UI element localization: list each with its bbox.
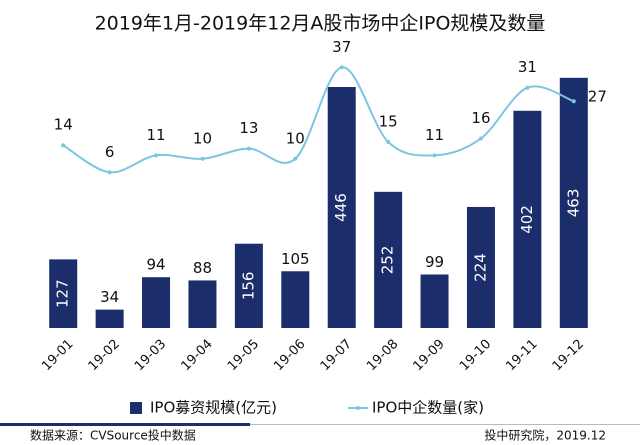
bar — [142, 277, 171, 328]
line-value-label: 14 — [54, 116, 73, 134]
x-tick-label: 19-04 — [178, 337, 215, 374]
line-value-label: 11 — [146, 126, 165, 144]
line-value-label: 10 — [193, 129, 212, 147]
line-value-label: 6 — [105, 143, 115, 161]
x-tick-label: 19-05 — [225, 337, 262, 374]
line-value-label: 27 — [588, 88, 607, 106]
bar — [327, 87, 356, 328]
legend-swatch — [130, 402, 142, 414]
line — [62, 66, 575, 174]
line-point — [107, 170, 112, 175]
line-value-label: 15 — [379, 112, 398, 130]
source-note: 数据来源：CVSource投中数据 — [30, 428, 196, 443]
x-tick-label: 19-01 — [39, 337, 76, 374]
bar — [281, 271, 310, 328]
bar-value-label: 34 — [100, 288, 119, 306]
footer-rule — [0, 423, 250, 426]
bar-value-label: 252 — [379, 246, 397, 275]
line-point — [478, 136, 483, 141]
line-point — [293, 156, 298, 161]
x-tick-label: 19-12 — [550, 337, 587, 374]
bar — [559, 77, 588, 329]
x-tick-label: 19-02 — [86, 337, 123, 374]
bar — [513, 110, 542, 328]
bar-value-label: 224 — [471, 253, 489, 282]
bar — [49, 259, 78, 328]
bar — [188, 280, 217, 328]
line-point — [246, 146, 251, 151]
line-value-label: 16 — [471, 109, 490, 127]
bar — [466, 206, 495, 328]
x-tick-label: 19-07 — [318, 337, 355, 374]
bar-value-label: 88 — [193, 259, 212, 277]
line-value-label: 11 — [425, 126, 444, 144]
legend-label: IPO中企数量(家) — [372, 399, 484, 417]
bar-value-label: 127 — [54, 279, 72, 308]
bar — [95, 309, 124, 328]
line-value-label: 13 — [239, 119, 258, 137]
x-tick-label: 19-11 — [503, 337, 540, 374]
x-tick-label: 19-09 — [411, 337, 448, 374]
chart-title: 2019年1月-2019年12月A股市场中企IPO规模及数量 — [95, 13, 546, 35]
legend-label: IPO募资规模(亿元) — [150, 399, 277, 417]
line-point — [386, 139, 391, 144]
bar — [420, 274, 449, 328]
line-value-label: 31 — [518, 58, 537, 76]
bar-value-label: 156 — [239, 272, 257, 301]
footer-rule-gray — [250, 424, 640, 425]
bar-value-label: 99 — [425, 253, 444, 271]
x-tick-label: 19-03 — [132, 337, 169, 374]
line-point — [525, 85, 530, 90]
line-point — [200, 156, 205, 161]
legend-marker — [356, 406, 360, 410]
bar-value-label: 94 — [146, 256, 165, 274]
line-point — [61, 143, 66, 148]
x-tick-label: 19-08 — [364, 337, 401, 374]
bar — [234, 243, 263, 328]
credit-note: 投中研究院，2019.12 — [484, 428, 606, 443]
x-tick-label: 19-06 — [271, 337, 308, 374]
bar-value-label: 402 — [518, 205, 536, 234]
line-point — [571, 99, 576, 104]
line-value-label: 37 — [332, 38, 351, 56]
line-point — [432, 153, 437, 158]
bar-value-label: 105 — [281, 250, 310, 268]
bar-value-label: 463 — [564, 189, 582, 218]
line-value-label: 10 — [286, 129, 305, 147]
bar-value-label: 446 — [332, 193, 350, 222]
x-tick-label: 19-10 — [457, 337, 494, 374]
bar — [374, 191, 403, 328]
line-point — [154, 153, 159, 158]
line-point — [339, 65, 344, 70]
